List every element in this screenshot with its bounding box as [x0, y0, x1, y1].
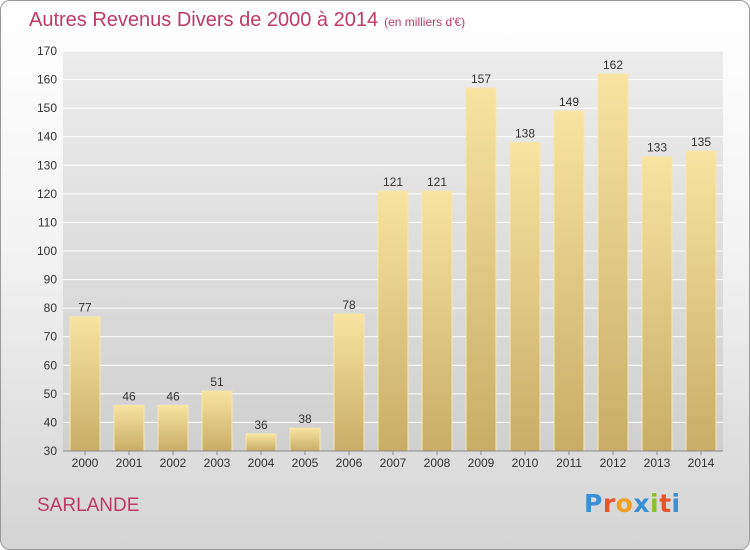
- bar-2013: [641, 156, 673, 452]
- x-tick-label-2013: 2013: [644, 456, 671, 470]
- y-tick-label: 70: [44, 330, 58, 344]
- data-label-2009: 157: [471, 72, 491, 86]
- proxiti-logo: Proxiti: [584, 489, 681, 518]
- data-label-2003: 51: [210, 375, 224, 389]
- y-tick-label: 170: [37, 44, 57, 58]
- logo-letter: r: [602, 489, 616, 518]
- x-tick-label-2005: 2005: [292, 456, 319, 470]
- y-tick-label: 30: [44, 444, 58, 458]
- logo-letter: x: [633, 489, 650, 518]
- commune-name: SARLANDE: [37, 495, 140, 516]
- bar-2014: [685, 150, 717, 452]
- y-tick-label: 160: [37, 73, 57, 87]
- chart-title: Autres Revenus Divers de 2000 à 2014 (en …: [29, 9, 465, 32]
- y-tick-label: 80: [44, 301, 58, 315]
- x-tick-label-2012: 2012: [600, 456, 627, 470]
- x-tick-label-2007: 2007: [380, 456, 407, 470]
- y-tick-label: 120: [37, 187, 57, 201]
- bar-2001: [113, 404, 145, 452]
- bar-2006: [333, 313, 365, 452]
- y-tick-label: 50: [44, 387, 58, 401]
- x-tick-label-2011: 2011: [556, 456, 582, 470]
- data-label-2001: 46: [122, 389, 136, 403]
- data-label-2002: 46: [166, 389, 180, 403]
- logo-letter: o: [615, 489, 634, 518]
- logo-letter: i: [671, 489, 681, 518]
- x-tick-label-2000: 2000: [72, 456, 99, 470]
- y-tick-label: 60: [44, 358, 58, 372]
- y-axis-labels: 30 40 50 60 70 80 90 100 110 120 130 140 150 160 170: [37, 44, 57, 458]
- logo-letter: i: [650, 489, 660, 518]
- data-label-2013: 133: [647, 141, 667, 155]
- chart-subtitle: (en milliers d'€): [384, 15, 466, 29]
- data-label-2004: 36: [254, 418, 268, 432]
- y-tick-label: 110: [38, 215, 57, 229]
- x-tick-label-2003: 2003: [204, 456, 231, 470]
- logo-letter: P: [584, 489, 603, 518]
- bar-2005: [289, 427, 321, 452]
- x-tick-label-2008: 2008: [424, 456, 451, 470]
- x-tick-label-2004: 2004: [248, 456, 275, 470]
- bar-2011: [553, 110, 585, 452]
- y-tick-label: 40: [44, 415, 58, 429]
- logo-letter: t: [659, 489, 672, 518]
- data-label-2012: 162: [603, 58, 623, 72]
- y-tick-label: 130: [37, 158, 57, 172]
- data-label-2006: 78: [342, 298, 356, 312]
- y-tick-label: 140: [37, 130, 57, 144]
- data-label-2005: 38: [298, 412, 312, 426]
- bar-2004: [245, 433, 277, 452]
- chart-title-text: Autres Revenus Divers de 2000 à 2014: [29, 9, 379, 31]
- data-label-2014: 135: [691, 135, 711, 149]
- x-tick-label-2006: 2006: [336, 456, 363, 470]
- bar-2003: [201, 390, 233, 452]
- bar-2000: [69, 316, 101, 452]
- bar-2007: [377, 190, 409, 452]
- bar-2009: [465, 87, 497, 452]
- x-tick-label-2001: 2001: [116, 456, 143, 470]
- y-tick-label: 150: [37, 101, 57, 115]
- bars: 77 46 46 51 36 38 78 121 121 157 138 149 162 133 135: [69, 58, 717, 452]
- data-label-2010: 138: [515, 126, 535, 140]
- x-tick-label-2009: 2009: [468, 456, 495, 470]
- data-label-2007: 121: [383, 175, 403, 189]
- x-tick-label-2014: 2014: [688, 456, 715, 470]
- bar-2008: [421, 190, 453, 452]
- bar-2012: [597, 73, 629, 452]
- x-tick-label-2010: 2010: [512, 456, 539, 470]
- y-tick-label: 90: [44, 273, 58, 287]
- y-tick-label: 100: [37, 244, 57, 258]
- x-axis-labels: 2000 2001 2002 2003 2004 2005 2006 2007 2008 2009…: [72, 451, 715, 470]
- bar-2010: [509, 141, 541, 452]
- data-label-2000: 77: [78, 301, 92, 315]
- bar-2002: [157, 404, 189, 452]
- data-label-2008: 121: [427, 175, 447, 189]
- data-label-2011: 149: [559, 95, 579, 109]
- x-tick-label-2002: 2002: [160, 456, 187, 470]
